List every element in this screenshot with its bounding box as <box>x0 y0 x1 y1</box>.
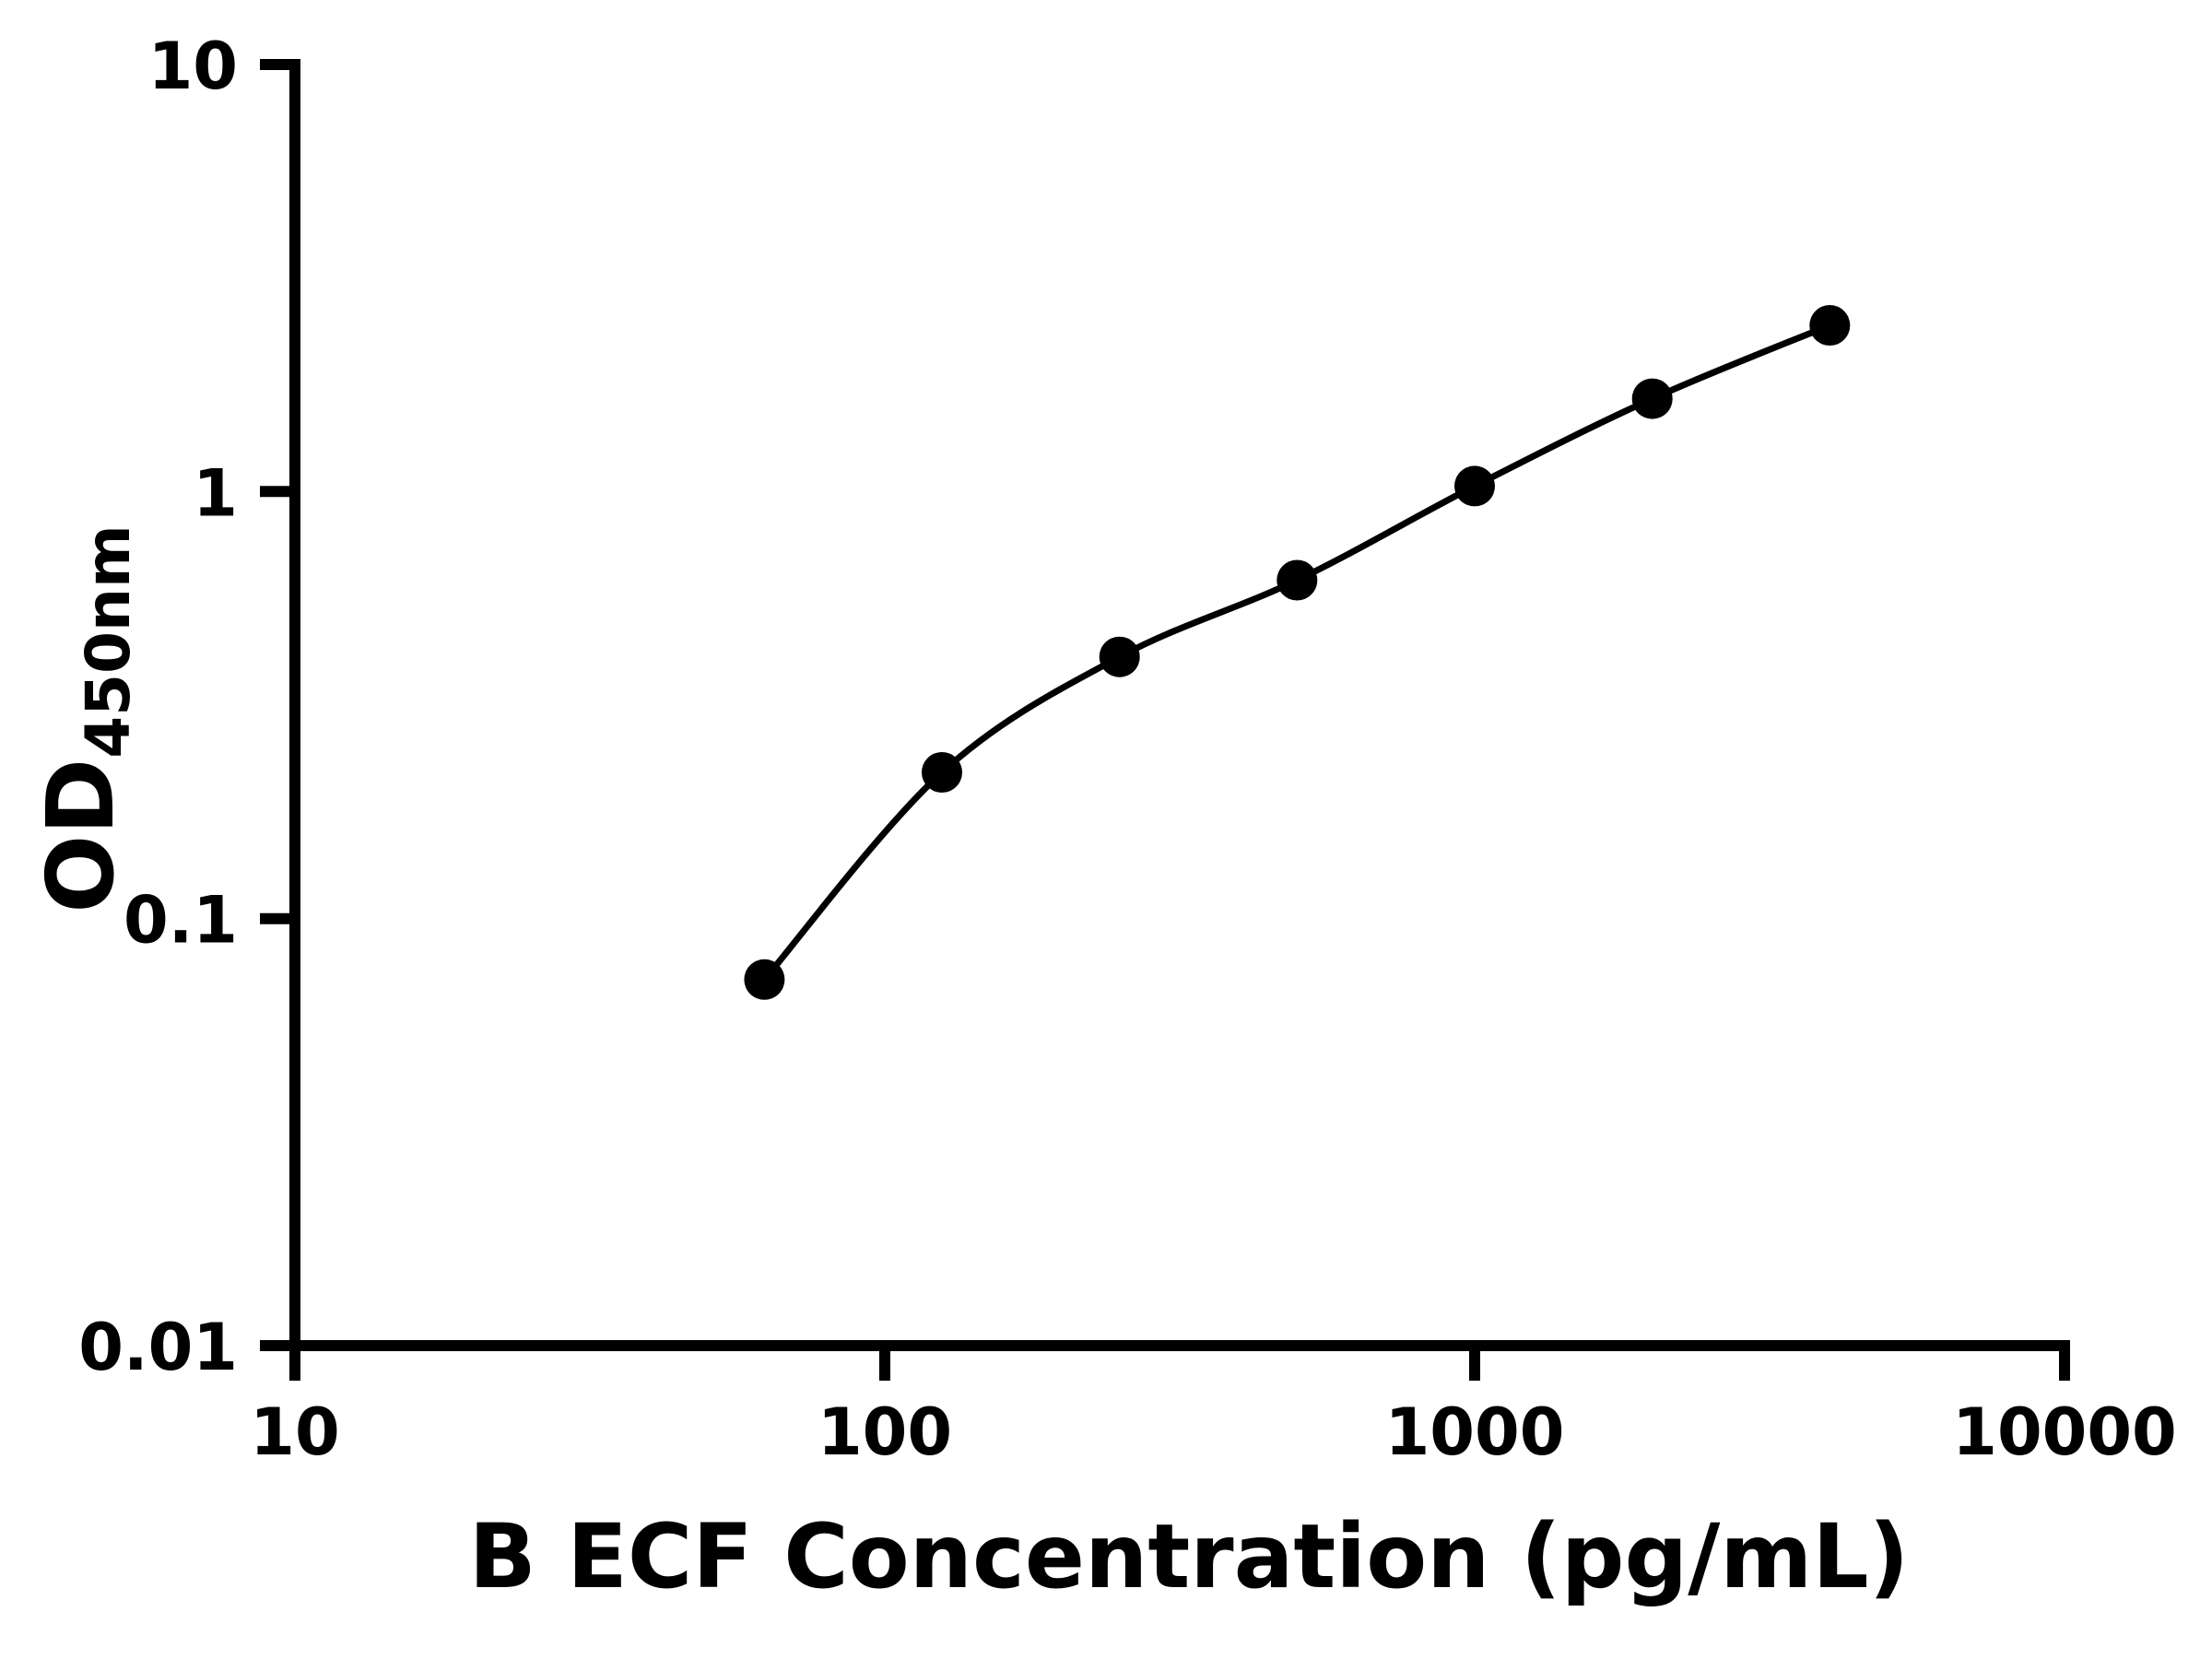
x-axis-tick-label: 100 <box>818 1394 952 1470</box>
x-axis-tick-label: 10 <box>250 1394 339 1470</box>
y-axis-tick-label: 0.1 <box>124 883 238 959</box>
fit-curve <box>761 322 1831 982</box>
axes-frame <box>289 59 2070 1351</box>
y-axis-tick-label: 10 <box>148 29 238 104</box>
data-point <box>1809 305 1851 346</box>
data-point <box>1631 378 1673 419</box>
data-point <box>922 752 962 793</box>
data-point <box>1099 636 1140 677</box>
y-axis-title: OD450nm <box>27 524 144 913</box>
plot-layer: 0.01 0.1 1 10 10 100 1000 10000 <box>78 29 2176 1470</box>
y-axis-title-subscript: 450nm <box>73 524 144 759</box>
x-axis-tick-label: 10000 <box>1952 1394 2177 1470</box>
y-axis-tick-label: 0.01 <box>78 1310 238 1385</box>
data-point <box>1277 559 1318 601</box>
data-point <box>1454 465 1495 507</box>
x-axis-title: B ECF Concentration (pg/mL) <box>469 1505 1910 1608</box>
data-point <box>744 959 785 1000</box>
y-axis-title-main: OD <box>27 759 135 913</box>
x-axis-tick-label: 1000 <box>1385 1394 1565 1470</box>
y-axis-tick-label: 1 <box>193 455 238 531</box>
